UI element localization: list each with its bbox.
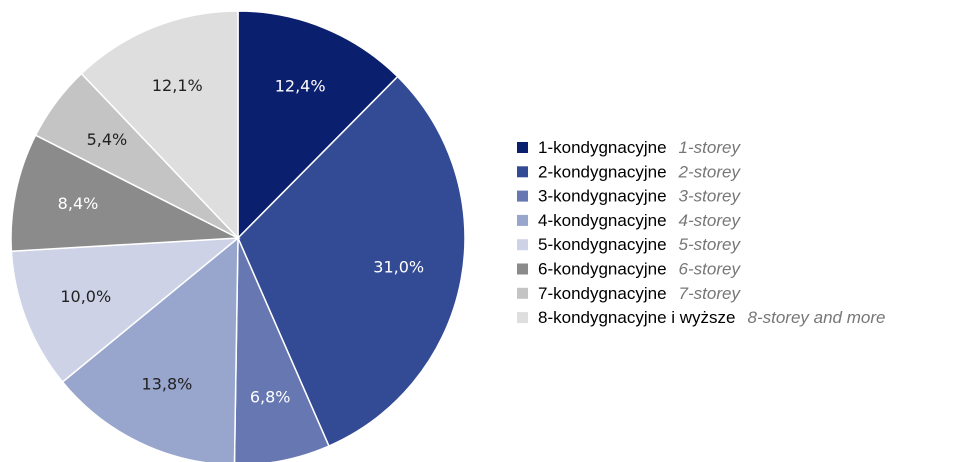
legend-name: 3-kondygnacyjne [538,187,667,206]
slice-label: 6,8% [250,388,291,407]
legend-label: 3-kondygnacyjne 3-storey [538,187,741,206]
legend-swatch [517,287,528,299]
pie-slice [80,10,239,240]
legend-label: 1-kondygnacyjne 1-storey [538,138,741,157]
slice-label: 10,0% [60,287,111,306]
legend-swatch [517,214,528,226]
legend-translation: 8-storey and more [747,309,885,328]
legend-translation: 1-storey [679,138,742,157]
legend-translation: 6-storey [679,260,742,279]
legend-name: 1-kondygnacyjne [538,138,667,157]
legend-swatch [517,142,528,153]
slice-label: 12,4% [275,76,326,95]
legend-label: 8-kondygnacyjne i wyższe 8-storey and mor… [538,309,885,328]
legend-translation: 7-storey [679,284,742,303]
pie-slice [61,236,239,462]
pie-slice [237,10,399,240]
legend-swatch [517,166,528,178]
slice-label: 12,1% [152,76,203,95]
pie-slice [237,75,466,447]
pie-slice [10,237,241,384]
legend-name: 5-kondygnacyjne [538,236,667,255]
pie-slice [233,237,330,462]
legend-translation: 3-storey [679,187,742,206]
legend-label: 5-kondygnacyjne 5-storey [538,236,741,255]
legend-label: 6-kondygnacyjne 6-storey [538,260,741,279]
legend-label: 7-kondygnacyjne 7-storey [538,284,741,303]
legend-translation: 2-storey [678,163,742,182]
legend-translation: 5-storey [679,236,742,255]
slice-label: 5,4% [87,130,128,149]
legend-swatch [517,239,528,251]
pie-slice [10,134,241,252]
legend-name: 4-kondygnacyjne [538,211,667,230]
slice-label: 31,0% [373,257,424,276]
legend-name: 7-kondygnacyjne [538,284,667,303]
slice-label: 13,8% [142,375,193,394]
legend-translation: 4-storey [679,211,742,230]
legend-name: 2-kondygnacyjne [538,163,667,182]
legend-label: 4-kondygnacyjne 4-storey [538,211,741,230]
legend-swatch [517,312,528,324]
legend-swatch [517,190,528,202]
slice-label: 8,4% [58,194,99,213]
legend-name: 8-kondygnacyjne i wyższe [538,309,735,328]
legend-swatch [517,263,528,275]
legend-name: 6-kondygnacyjne [538,260,667,279]
legend-label: 2-kondygnacyjne 2-storey [538,163,741,182]
